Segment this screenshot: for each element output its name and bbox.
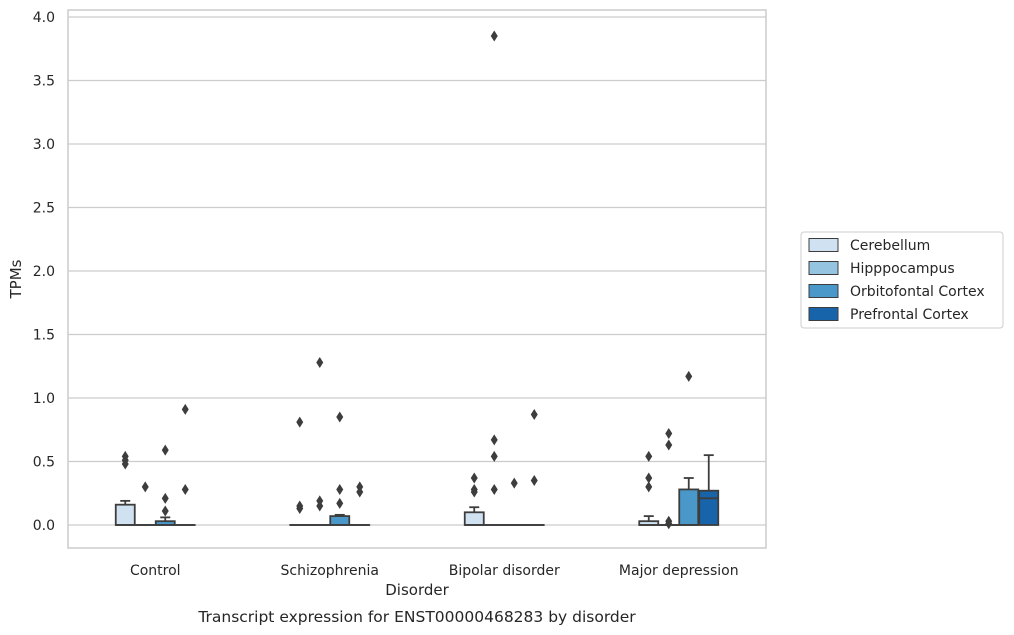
y-tick-label: 3.0 [33, 137, 55, 153]
box-3-3 [698, 454, 720, 526]
outlier-point [685, 370, 693, 382]
y-tick-label: 0.5 [33, 455, 55, 471]
legend-swatch [808, 261, 839, 275]
outlier-point [181, 403, 189, 415]
box-2-3 [523, 409, 545, 526]
y-tick-label: 2.0 [33, 264, 55, 280]
legend-label: Cerebellum [850, 238, 930, 254]
outlier-point [161, 492, 169, 504]
box-1-0 [289, 416, 311, 526]
y-tick-label: 0.0 [33, 518, 55, 534]
outlier-point [665, 428, 673, 440]
box-0-2 [154, 444, 176, 526]
legend-item: Prefrontal Cortex [808, 307, 969, 323]
box-rect [678, 488, 700, 526]
outlier-point [161, 505, 169, 517]
x-tick-label: Bipolar disorder [449, 563, 560, 579]
y-tick-label: 1.5 [33, 328, 55, 344]
y-tick-label: 2.5 [33, 201, 55, 217]
outlier-point [490, 483, 498, 495]
legend-label: Prefrontal Cortex [850, 307, 969, 323]
outlier-point [356, 486, 364, 498]
box-rect [329, 515, 351, 526]
box-3-0 [638, 450, 660, 526]
outlier-point [510, 477, 518, 489]
legend-swatch [808, 238, 839, 252]
legend: Cerebellum Hipppocampus Orbitofontal Corte… [800, 231, 1004, 329]
box-3-2 [678, 370, 700, 526]
box-2-2 [503, 477, 525, 526]
box-1-2 [329, 411, 351, 526]
outlier-point [336, 411, 344, 423]
y-tick-labels: 0.0 0.5 1.0 1.5 2.0 2.5 3.0 3.5 4.0 [33, 10, 55, 534]
outlier-point [645, 450, 653, 462]
legend-swatch [808, 307, 839, 321]
outlier-point [665, 439, 673, 451]
outlier-point [336, 497, 344, 509]
legend-item: Hipppocampus [808, 261, 955, 277]
box-2-1 [483, 30, 505, 526]
outlier-point [316, 356, 324, 368]
y-tick-label: 4.0 [33, 10, 55, 26]
outlier-point [181, 483, 189, 495]
outlier-point [161, 444, 169, 456]
outlier-point [530, 409, 538, 421]
plot-area-frame [67, 9, 767, 549]
outlier-point [470, 486, 478, 498]
boxes [114, 30, 720, 530]
box-0-1 [134, 481, 156, 526]
chart-caption: Transcript expression for ENST0000046828… [197, 608, 636, 626]
x-tick-label: Schizophrenia [281, 563, 379, 579]
x-tick-labels: Control Schizophrenia Bipolar disorder Majo… [130, 563, 739, 579]
outlier-point [645, 472, 653, 484]
x-tick-label: Major depression [619, 563, 739, 579]
y-tick-label: 3.5 [33, 74, 55, 90]
outlier-point [121, 458, 129, 470]
legend-item: Orbitofontal Cortex [808, 284, 985, 300]
outlier-point [490, 434, 498, 446]
box-rect [698, 489, 720, 526]
outlier-point [490, 30, 498, 42]
outlier-point [645, 481, 653, 493]
outlier-point [490, 450, 498, 462]
outlier-point [141, 481, 149, 493]
legend-item: Cerebellum [808, 238, 930, 254]
box-rect [114, 503, 136, 526]
legend-items: Cerebellum Hipppocampus Orbitofontal Corte… [808, 238, 985, 323]
outlier-point [530, 475, 538, 487]
box-1-1 [309, 356, 331, 526]
legend-label: Orbitofontal Cortex [850, 284, 985, 300]
y-tick-label: 1.0 [33, 391, 55, 407]
legend-swatch [808, 284, 839, 298]
legend-frame [800, 231, 1004, 329]
box-1-3 [349, 481, 371, 526]
y-axis-label: TPMs [7, 259, 25, 299]
box-rect [463, 511, 485, 526]
outlier-point [470, 472, 478, 484]
outlier-point [665, 518, 673, 530]
box-0-3 [174, 403, 196, 526]
legend-label: Hipppocampus [850, 261, 955, 277]
box-0-0 [114, 450, 136, 526]
x-axis-label: Disorder [385, 581, 449, 599]
outlier-point [296, 502, 304, 514]
outlier-point [296, 416, 304, 428]
grid-lines [68, 16, 766, 526]
outlier-point [316, 500, 324, 512]
x-tick-label: Control [130, 563, 181, 579]
box-3-1 [658, 428, 680, 530]
box-2-0 [463, 472, 485, 526]
outlier-point [336, 483, 344, 495]
